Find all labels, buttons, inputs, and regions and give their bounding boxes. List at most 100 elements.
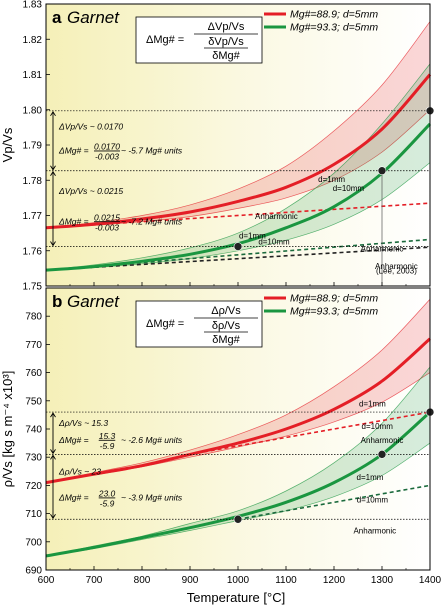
- y-tick-label: 1.75: [23, 282, 43, 293]
- uncertainty-band: [46, 299, 430, 483]
- x-tick-label: 800: [134, 575, 151, 586]
- arrowhead-down: [50, 165, 56, 171]
- bracket-lhs: ΔMg# =: [58, 216, 89, 226]
- data-point: [233, 514, 243, 524]
- bracket-fraction-num: 15.3: [99, 431, 116, 441]
- x-tick-label: 600: [38, 575, 55, 586]
- bracket-lhs: ΔMg# =: [58, 435, 89, 445]
- panel-title: Garnet: [67, 292, 120, 311]
- y-tick-label: 1.78: [23, 176, 43, 187]
- uncertainty-band: [46, 21, 430, 228]
- x-tick-label: 1100: [275, 575, 297, 586]
- y-tick-label: 1.81: [23, 70, 43, 81]
- curve-label: Anharmonic: [361, 244, 404, 253]
- bracket-result: ~ -5.7 Mg# units: [121, 146, 183, 156]
- y-tick-label: 710: [25, 509, 42, 520]
- band-edge-upper: [45, 21, 431, 229]
- data-point: [377, 166, 387, 176]
- band-edge-upper: [45, 299, 431, 483]
- curve-label: d=1mm: [318, 175, 345, 184]
- formula-den-bot: δMg#: [212, 50, 240, 62]
- bracket-lhs: ΔMg# =: [58, 492, 89, 502]
- panel-title: Garnet: [67, 8, 120, 27]
- curve-label: d=1mm: [239, 231, 266, 240]
- curve-label: d=10mm: [362, 422, 394, 431]
- anharmonic-line: [237, 484, 431, 521]
- series-line: [45, 337, 431, 485]
- curve-label: d=1mm: [359, 399, 386, 408]
- legend-entry: Mg#=93.3; d=5mm: [290, 306, 378, 318]
- arrowhead-up: [50, 110, 56, 117]
- bracket-delta-text: Δρ/Vs ~ 15.3: [58, 418, 108, 428]
- curve-label: Anharmonic: [361, 436, 404, 445]
- bracket-delta-text: ΔVp/Vs ~ 0.0170: [58, 122, 123, 132]
- arrowhead-up: [50, 454, 56, 460]
- arrowhead-down: [50, 514, 56, 520]
- bracket-fraction-den: -5.9: [100, 441, 115, 451]
- formula-numerator: Δρ/Vs: [211, 305, 241, 317]
- arrowhead-up: [50, 170, 56, 176]
- curve-label: d=10mm: [333, 184, 365, 193]
- y-tick-label: 1.77: [23, 211, 43, 222]
- formula-lhs: ΔMg# =: [146, 34, 184, 46]
- y-tick-label: 740: [25, 425, 42, 436]
- bracket-result: ~ -2.6 Mg# units: [121, 435, 183, 445]
- y-axis-label: ρ/Vs [kg s m⁻⁴ x10³]: [0, 371, 15, 488]
- curve-label: d=10mm: [258, 237, 290, 246]
- formula-box: [135, 300, 263, 348]
- y-axis-label: Vp/Vs: [0, 127, 15, 162]
- bracket-fraction-den: -5.9: [100, 498, 115, 508]
- bracket-fraction-den: -0.003: [95, 152, 119, 162]
- curve-label: (Lee, 2003): [376, 267, 417, 276]
- bracket-delta-text: Δρ/Vs ~ 23: [58, 467, 101, 477]
- y-tick-label: 780: [25, 312, 42, 323]
- x-tick-label: 1000: [227, 575, 250, 586]
- x-axis-label: Temperature [°C]: [187, 590, 285, 605]
- y-tick-label: 720: [25, 481, 42, 492]
- formula-den-top: δρ/Vs: [212, 320, 241, 332]
- curve-label: Anharmonic: [353, 526, 396, 535]
- y-tick-label: 1.80: [23, 105, 43, 116]
- curve-label: d=1mm: [357, 473, 384, 482]
- curve-label: Anharmonic: [255, 212, 298, 221]
- y-tick-label: 760: [25, 368, 42, 379]
- bracket-result: ~ -3.9 Mg# units: [121, 492, 183, 502]
- y-tick-label: 730: [25, 453, 42, 464]
- anharmonic-line: [189, 411, 431, 456]
- y-tick-label: 1.82: [23, 35, 43, 46]
- x-tick-label: 1400: [419, 575, 442, 586]
- x-tick-label: 900: [182, 575, 199, 586]
- y-tick-label: 770: [25, 340, 42, 351]
- bracket-fraction-num: 23.0: [98, 488, 116, 498]
- bracket-result: ~ -7.2 Mg# units: [121, 216, 183, 226]
- y-tick-label: 700: [25, 537, 42, 548]
- bracket-fraction-num: 0.0170: [94, 142, 120, 152]
- data-point: [233, 242, 243, 251]
- band-edge-upper: [45, 63, 431, 271]
- legend-entry: Mg#=88.9; d=5mm: [290, 9, 378, 21]
- bracket-lhs: ΔMg# =: [58, 146, 89, 156]
- x-tick-label: 700: [86, 575, 103, 586]
- curve-label: Anharmonic: [375, 262, 418, 271]
- y-tick-label: 1.83: [23, 0, 43, 11]
- y-tick-label: 750: [25, 396, 42, 407]
- formula-box: [135, 16, 263, 64]
- bracket-fraction-num: 0.0215: [94, 212, 120, 222]
- x-tick-label: 1300: [371, 575, 394, 586]
- formula-den-top: δVp/Vs: [208, 36, 244, 48]
- uncertainty-band: [46, 63, 430, 271]
- formula-lhs: ΔMg# =: [146, 318, 184, 330]
- arrowhead-down: [50, 449, 56, 455]
- series-line: [45, 73, 432, 230]
- y-tick-label: 1.76: [23, 246, 43, 257]
- data-point: [377, 450, 387, 459]
- legend-entry: Mg#=93.3; d=5mm: [290, 22, 378, 34]
- x-tick-label: 1200: [323, 575, 346, 586]
- bracket-fraction-den: -0.003: [95, 222, 119, 232]
- panel-label: b: [52, 292, 62, 311]
- curve-label: d=10mm: [357, 495, 389, 504]
- formula-den-bot: δMg#: [212, 334, 240, 346]
- arrowhead-up: [50, 412, 56, 418]
- y-tick-label: 690: [25, 566, 42, 577]
